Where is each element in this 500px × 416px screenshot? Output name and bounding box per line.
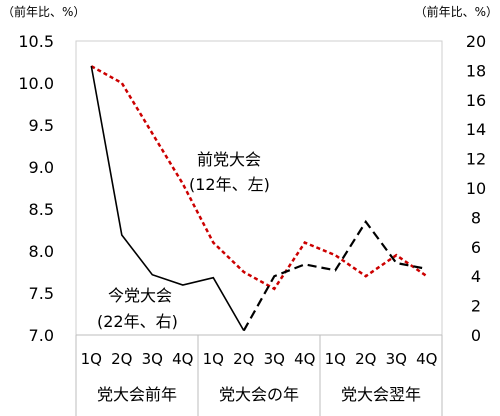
- quarter-label: 4Q: [416, 350, 437, 368]
- quarter-label: 3Q: [264, 350, 285, 368]
- series-line-curr-congress-actual: [90, 65, 245, 331]
- quarter-label: 1Q: [81, 350, 102, 368]
- right-tick-label: 8: [471, 208, 481, 227]
- right-tick-label: 6: [471, 238, 481, 257]
- left-tick-label: 7.0: [29, 326, 54, 345]
- left-tick-label: 8.5: [29, 200, 54, 219]
- quarter-label: 3Q: [386, 350, 407, 368]
- quarter-label: 1Q: [203, 350, 224, 368]
- right-axis-ticks: 0 2 4 6 8 10 12 14 16 18 20: [466, 32, 486, 345]
- left-tick-label: 10.5: [18, 32, 54, 51]
- left-tick-label: 7.5: [29, 284, 54, 303]
- right-tick-label: 20: [466, 32, 486, 51]
- annotation-prev-line1: 前党大会: [197, 150, 261, 169]
- series-line-prev-congress: [90, 65, 428, 291]
- quarter-label: 2Q: [233, 350, 254, 368]
- quarter-label: 4Q: [294, 350, 315, 368]
- left-axis-ticks: 7.0 7.5 8.0 8.5 9.0 9.5 10.0 10.5: [18, 32, 54, 345]
- annotation-curr-line1: 今党大会: [108, 286, 172, 305]
- left-tick-label: 8.0: [29, 242, 54, 261]
- quarter-label: 1Q: [325, 350, 346, 368]
- right-tick-label: 10: [466, 179, 486, 198]
- group-label: 党大会の年: [219, 385, 299, 404]
- right-tick-label: 4: [471, 267, 481, 286]
- right-tick-label: 16: [466, 91, 486, 110]
- right-tick-label: 18: [466, 61, 486, 80]
- quarter-label: 2Q: [111, 350, 132, 368]
- right-tick-label: 0: [471, 326, 481, 345]
- group-label: 党大会翌年: [341, 385, 421, 404]
- annotation-prev-line2: (12年、左): [189, 175, 270, 194]
- series-layer: [90, 65, 428, 332]
- annotation-curr-line2: (22年、右): [97, 312, 178, 331]
- quarter-label: 4Q: [172, 350, 193, 368]
- group-label: 党大会前年: [97, 385, 177, 404]
- left-tick-label: 9.0: [29, 158, 54, 177]
- quarter-label: 3Q: [142, 350, 163, 368]
- right-tick-label: 12: [466, 150, 486, 169]
- quarter-label: 2Q: [355, 350, 376, 368]
- category-axis: 1Q 2Q 3Q 4Q 1Q 2Q 3Q 4Q 1Q 2Q 3Q 4Q 党大会前年 党大会の年 党大会翌年: [75, 334, 443, 416]
- series-line-curr-congress-forecast: [242, 219, 428, 332]
- left-axis-unit: （前年比、%）: [2, 4, 85, 19]
- right-axis-unit: （前年比、%）: [415, 4, 498, 19]
- right-tick-label: 2: [471, 297, 481, 316]
- left-tick-label: 9.5: [29, 116, 54, 135]
- right-tick-label: 14: [466, 120, 486, 139]
- left-tick-label: 10.0: [18, 74, 54, 93]
